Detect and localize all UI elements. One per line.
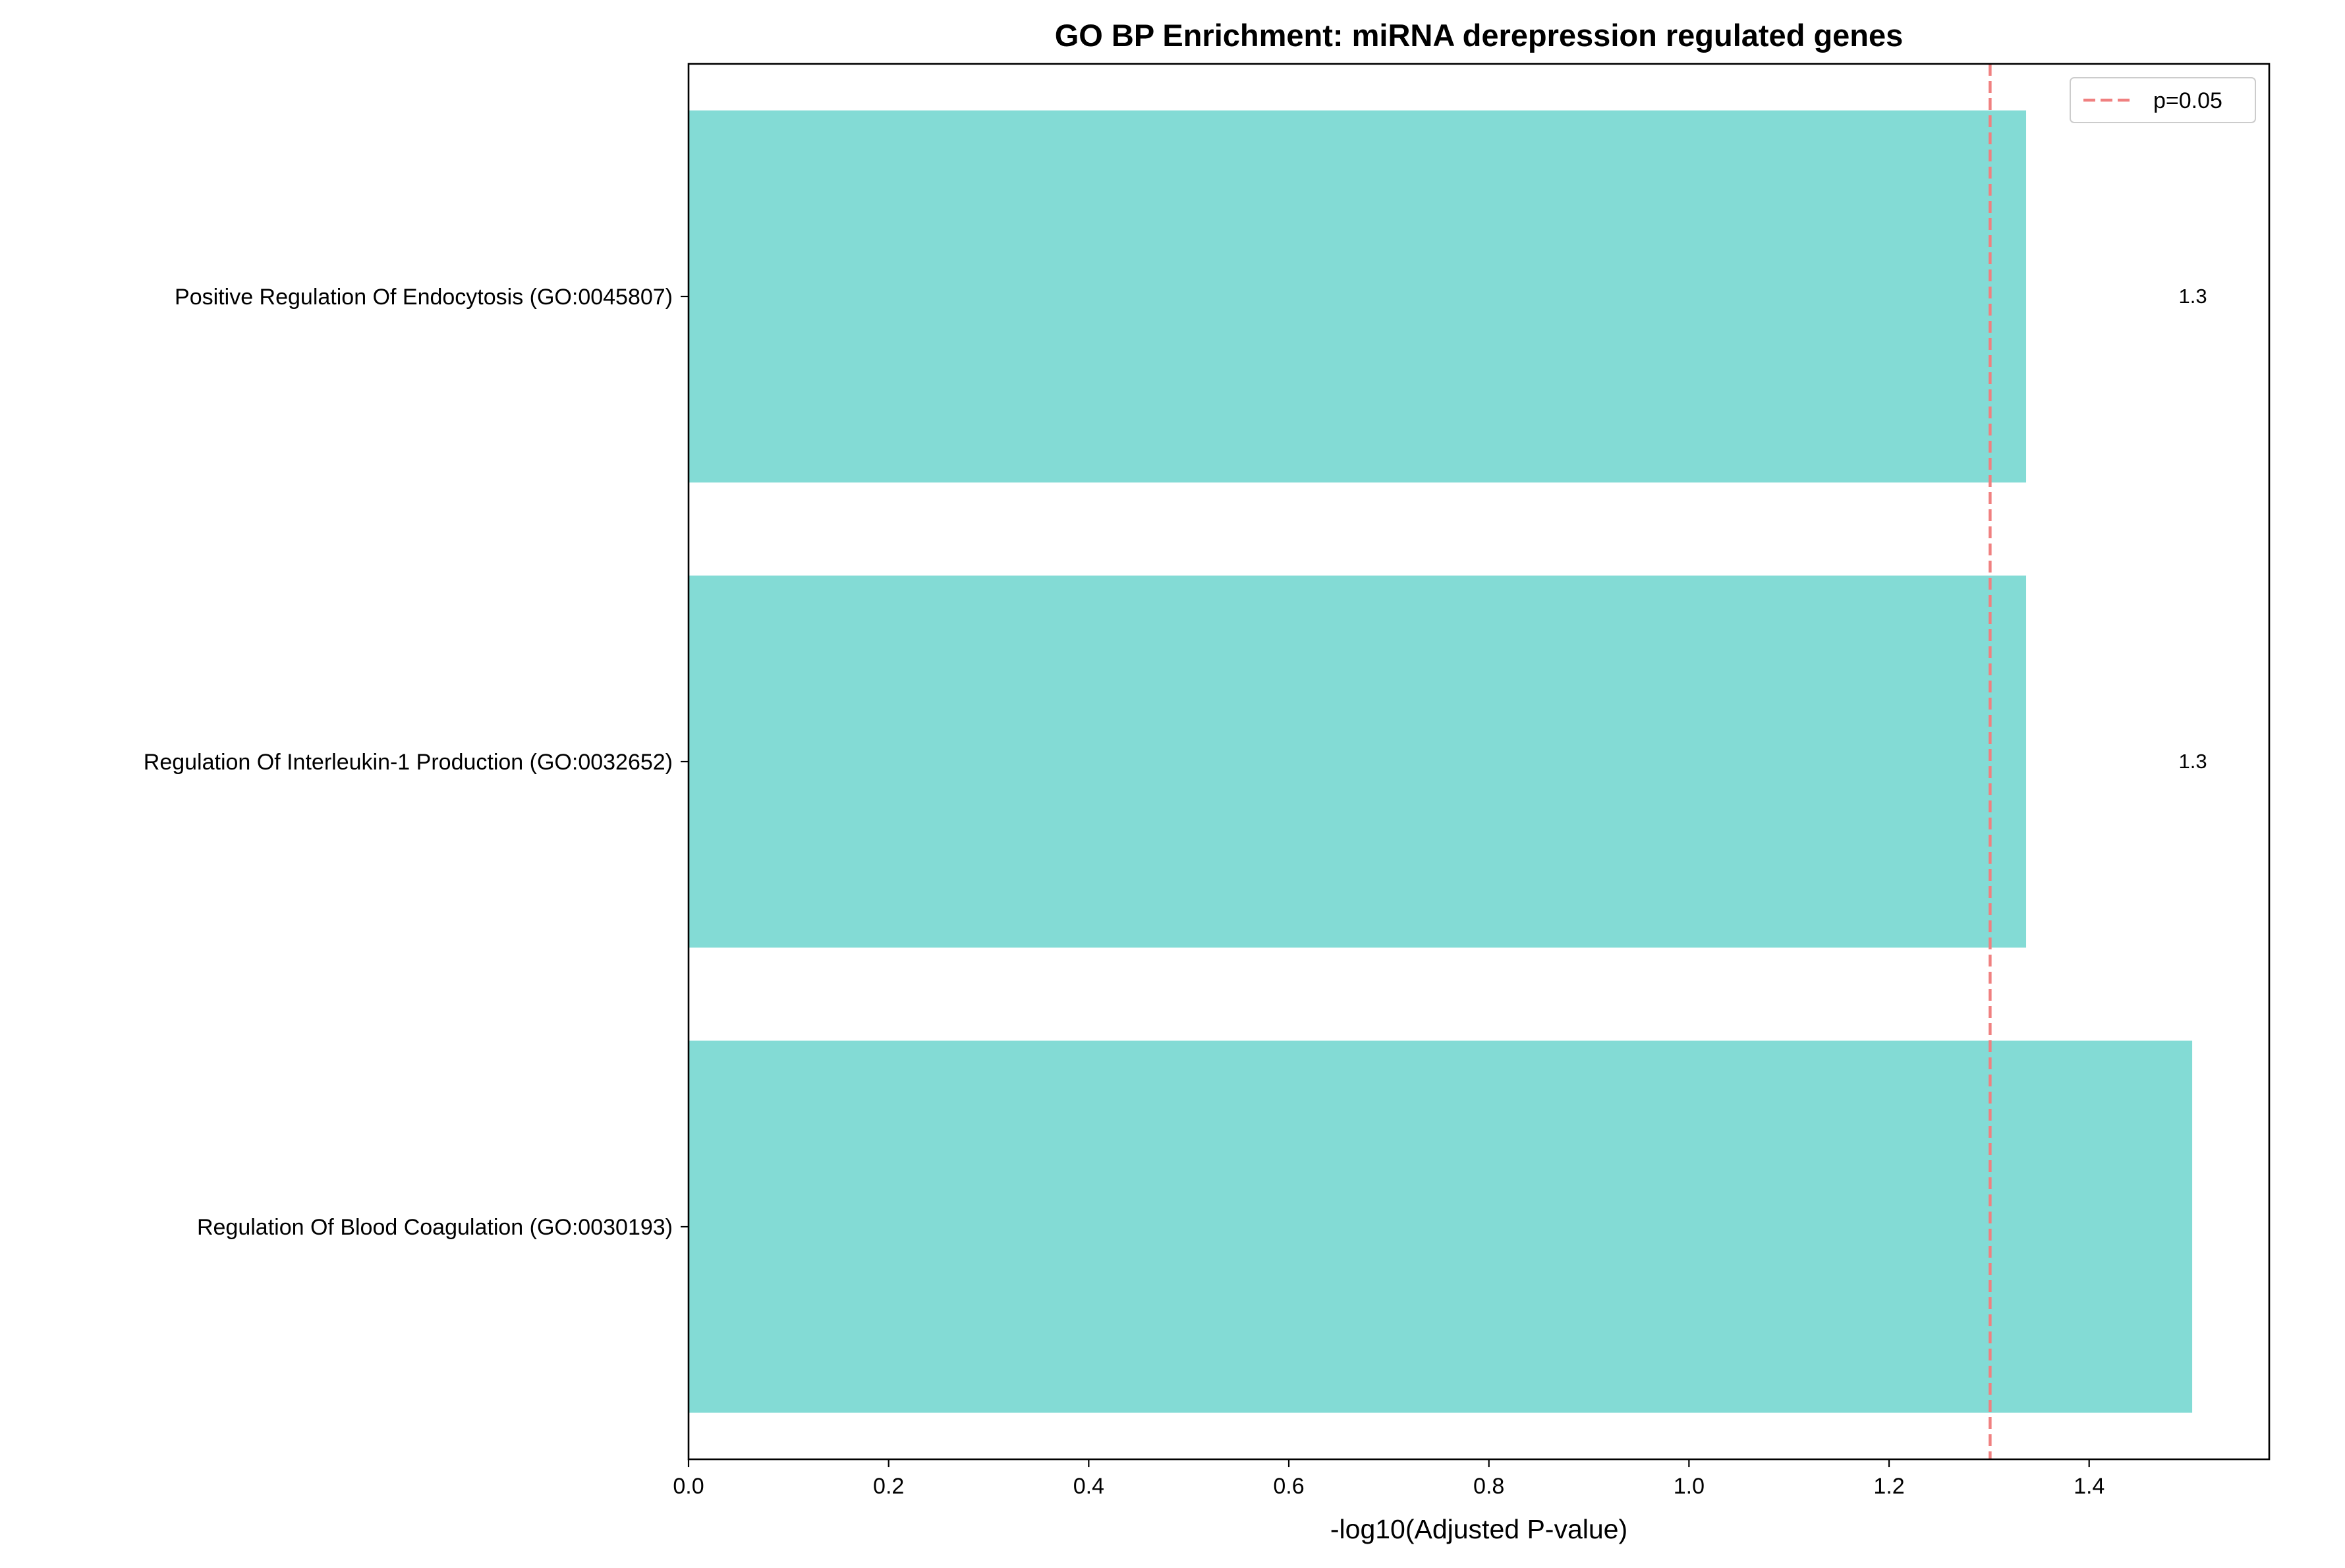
x-axis: 0.0 0.2 0.4 0.6 0.8 1.0 1.2 1.4 xyxy=(673,1459,2105,1499)
x-tick-label-6: 1.2 xyxy=(1873,1474,1904,1499)
y-axis: Positive Regulation Of Endocytosis (GO:0… xyxy=(144,285,689,1240)
bar-3 xyxy=(689,1041,2192,1413)
y-tick-label-3: Regulation Of Blood Coagulation (GO:0030… xyxy=(197,1215,673,1240)
x-tick-label-0: 0.0 xyxy=(673,1474,704,1499)
x-axis-label: -log10(Adjusted P-value) xyxy=(1330,1514,1627,1544)
legend-entry-threshold: p=0.05 xyxy=(2153,88,2222,113)
x-tick-label-4: 0.8 xyxy=(1473,1474,1504,1499)
value-label-1: 1.3 xyxy=(2178,285,2207,308)
legend: p=0.05 xyxy=(2070,78,2255,123)
x-tick-label-1: 0.2 xyxy=(873,1474,904,1499)
x-tick-label-2: 0.4 xyxy=(1073,1474,1104,1499)
bars-layer xyxy=(689,111,2192,1413)
chart-title: GO BP Enrichment: miRNA derepression reg… xyxy=(1055,18,1904,53)
bar-1 xyxy=(689,111,2026,483)
x-tick-label-7: 1.4 xyxy=(2074,1474,2105,1499)
bar-2 xyxy=(689,576,2026,948)
value-labels-layer: 1.31.31.5 xyxy=(2178,285,2345,1238)
y-tick-label-2: Regulation Of Interleukin-1 Production (… xyxy=(144,750,673,775)
y-tick-label-1: Positive Regulation Of Endocytosis (GO:0… xyxy=(175,285,673,310)
x-tick-label-5: 1.0 xyxy=(1674,1474,1705,1499)
x-tick-label-3: 0.6 xyxy=(1273,1474,1304,1499)
value-label-2: 1.3 xyxy=(2178,750,2207,773)
